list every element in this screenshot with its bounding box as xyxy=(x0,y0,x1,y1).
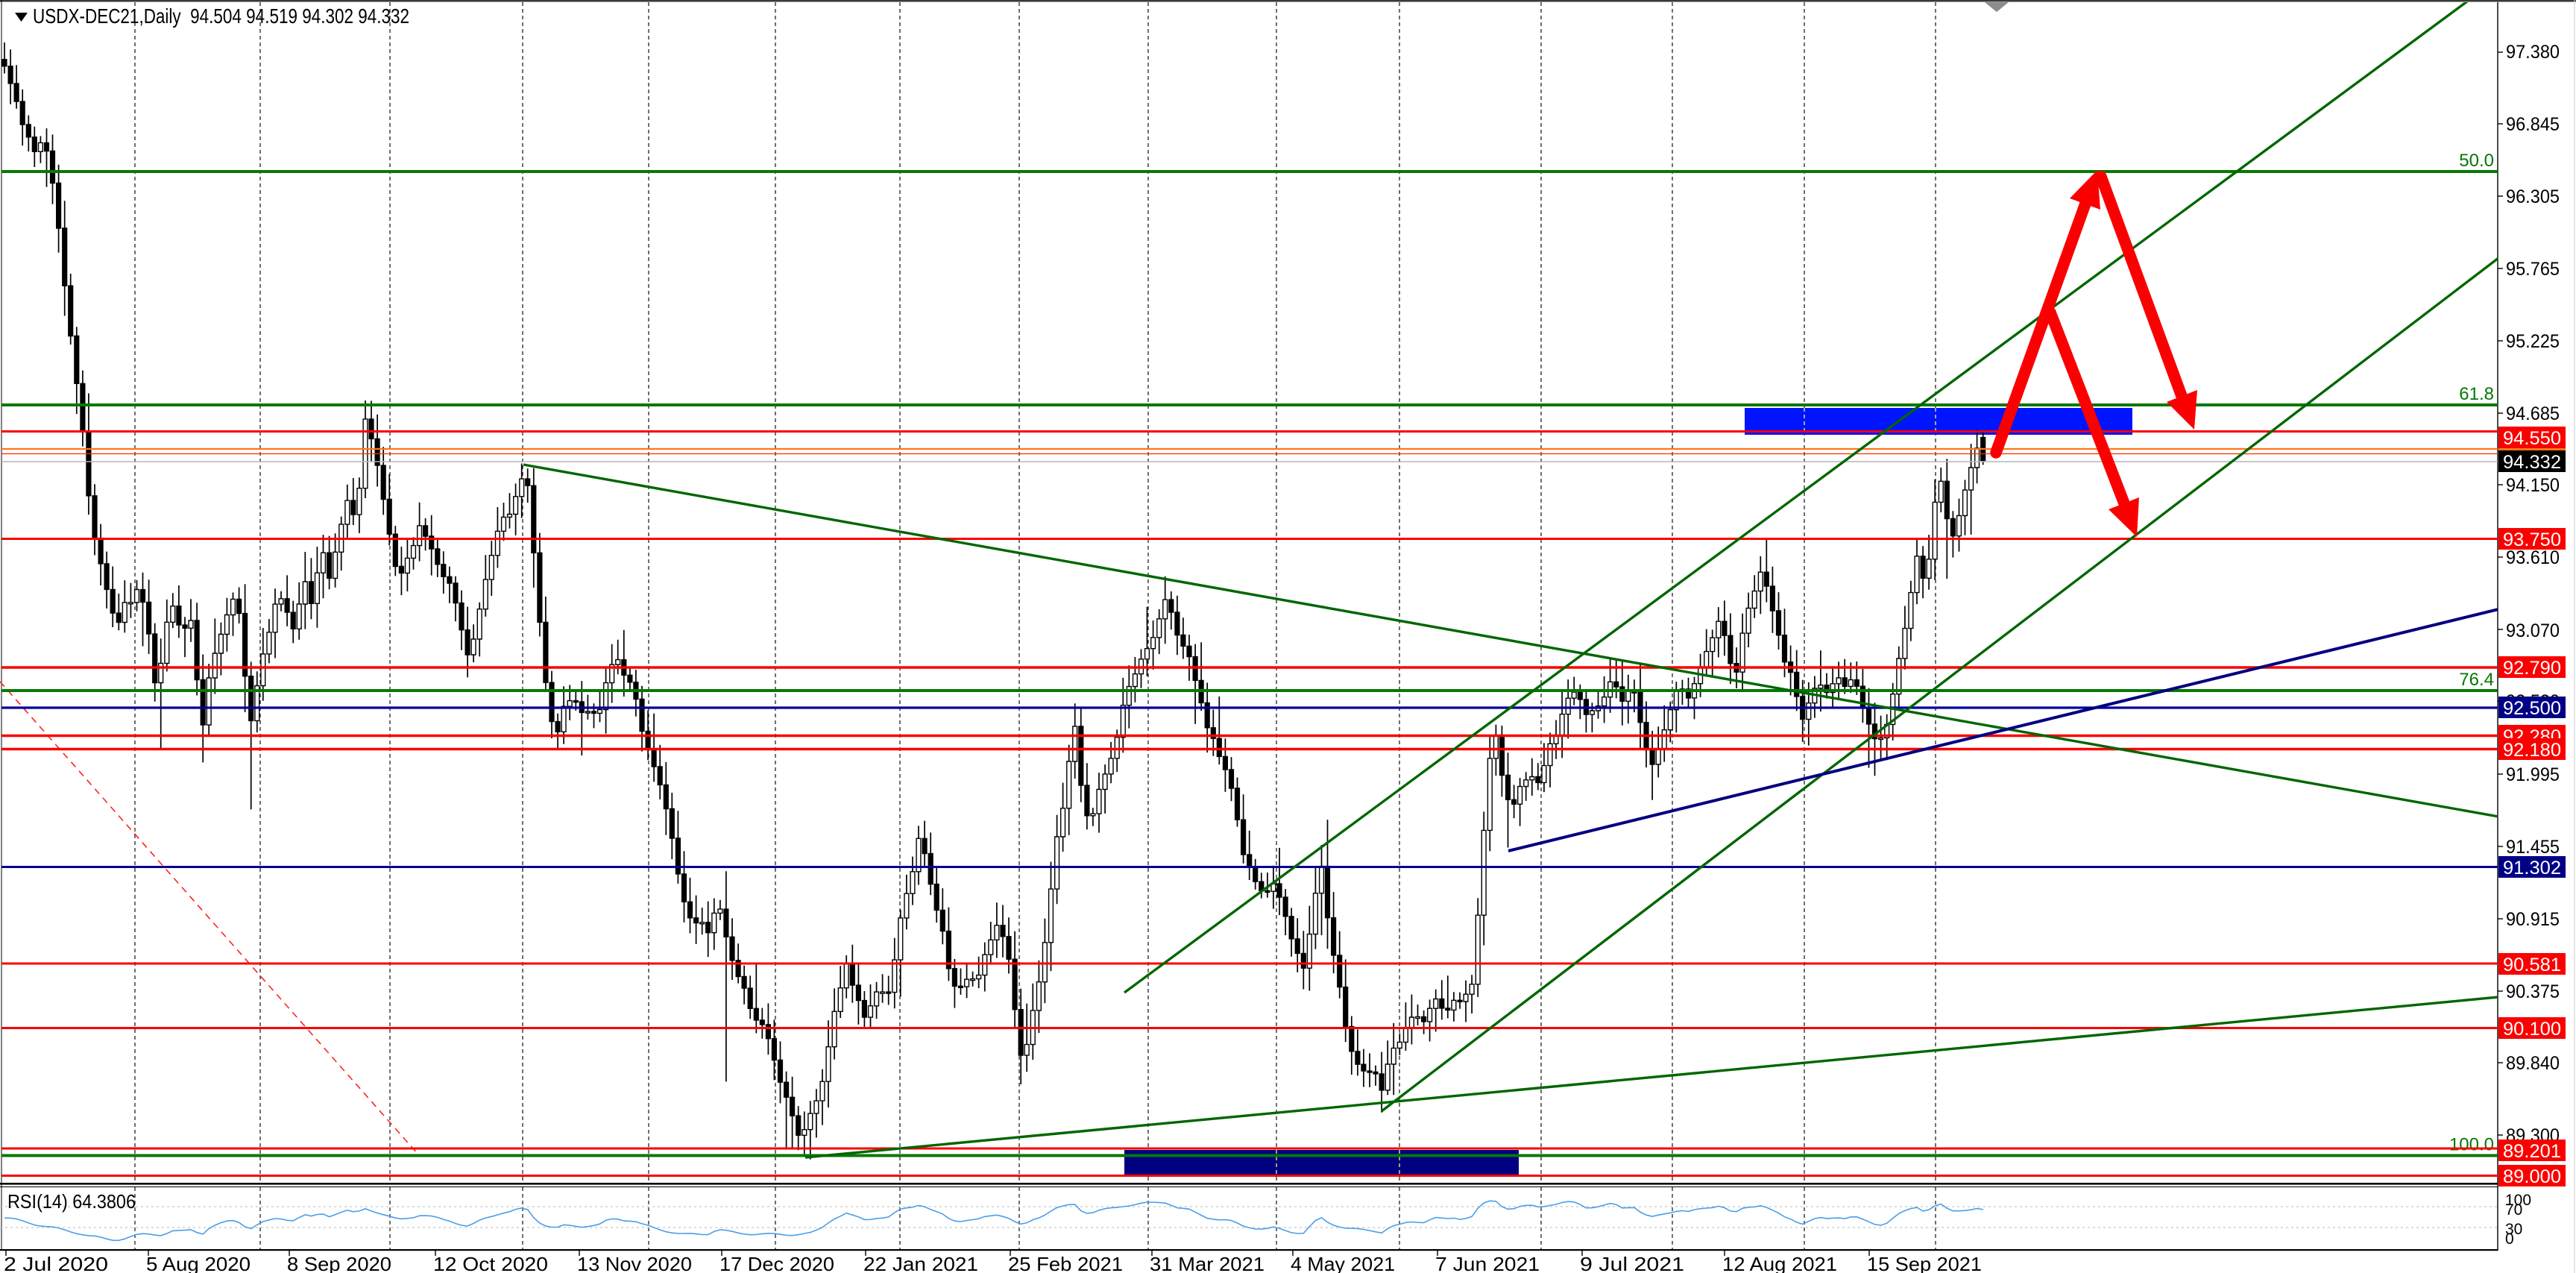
svg-text:12 Aug 2021: 12 Aug 2021 xyxy=(1722,1253,1837,1273)
svg-text:12 Oct 2020: 12 Oct 2020 xyxy=(433,1253,548,1273)
svg-text:61.8: 61.8 xyxy=(2459,384,2494,404)
svg-text:31 Mar 2021: 31 Mar 2021 xyxy=(1150,1253,1265,1273)
svg-text:USDX-DEC21,Daily 94.504 94.51: USDX-DEC21,Daily 94.504 94.519 94.302 94… xyxy=(33,4,409,28)
svg-text:30: 30 xyxy=(2505,1221,2522,1238)
svg-text:89.000: 89.000 xyxy=(2503,1166,2561,1187)
svg-text:2 Jul 2020: 2 Jul 2020 xyxy=(4,1253,108,1273)
svg-text:90.915: 90.915 xyxy=(2506,909,2560,930)
svg-text:70: 70 xyxy=(2505,1201,2522,1219)
svg-text:95.765: 95.765 xyxy=(2506,259,2560,280)
svg-text:89.840: 89.840 xyxy=(2506,1053,2560,1074)
svg-text:90.100: 90.100 xyxy=(2503,1019,2561,1040)
svg-text:8 Sep 2020: 8 Sep 2020 xyxy=(287,1253,391,1273)
svg-text:9 Jul 2021: 9 Jul 2021 xyxy=(1580,1253,1684,1273)
svg-text:97.380: 97.380 xyxy=(2506,42,2560,63)
svg-text:93.750: 93.750 xyxy=(2503,529,2561,550)
svg-text:7 Jun 2021: 7 Jun 2021 xyxy=(1435,1253,1540,1273)
svg-text:15 Sep 2021: 15 Sep 2021 xyxy=(1867,1253,1982,1273)
svg-text:93.610: 93.610 xyxy=(2506,547,2560,568)
svg-text:94.332: 94.332 xyxy=(2503,452,2561,473)
svg-text:89.201: 89.201 xyxy=(2503,1141,2561,1162)
svg-text:91.455: 91.455 xyxy=(2506,837,2560,858)
svg-text:95.225: 95.225 xyxy=(2506,331,2560,352)
svg-text:50.0: 50.0 xyxy=(2459,151,2494,171)
svg-text:96.305: 96.305 xyxy=(2506,186,2560,207)
svg-text:13 Nov 2020: 13 Nov 2020 xyxy=(577,1253,692,1273)
svg-text:90.581: 90.581 xyxy=(2503,955,2561,975)
svg-text:94.685: 94.685 xyxy=(2506,403,2560,424)
svg-text:0: 0 xyxy=(2505,1230,2514,1248)
svg-text:5 Aug 2020: 5 Aug 2020 xyxy=(146,1253,251,1273)
svg-text:22 Jan 2021: 22 Jan 2021 xyxy=(863,1253,978,1273)
svg-text:94.550: 94.550 xyxy=(2503,428,2561,449)
svg-text:92.790: 92.790 xyxy=(2503,658,2561,679)
svg-text:100: 100 xyxy=(2505,1192,2531,1209)
svg-text:92.180: 92.180 xyxy=(2503,740,2561,761)
svg-text:100.0: 100.0 xyxy=(2449,1135,2494,1155)
svg-text:92.500: 92.500 xyxy=(2503,698,2561,719)
svg-text:76.4: 76.4 xyxy=(2459,670,2494,690)
svg-text:94.150: 94.150 xyxy=(2506,475,2560,496)
svg-text:96.845: 96.845 xyxy=(2506,114,2560,135)
svg-text:93.070: 93.070 xyxy=(2506,620,2560,641)
svg-text:91.995: 91.995 xyxy=(2506,764,2560,785)
svg-text:90.375: 90.375 xyxy=(2506,981,2560,1002)
svg-text:91.302: 91.302 xyxy=(2503,858,2561,878)
svg-text:RSI(14) 64.3806: RSI(14) 64.3806 xyxy=(7,1190,136,1213)
svg-text:4 May 2021: 4 May 2021 xyxy=(1291,1253,1395,1273)
svg-text:25 Feb 2021: 25 Feb 2021 xyxy=(1008,1253,1123,1273)
svg-text:17 Dec 2020: 17 Dec 2020 xyxy=(719,1253,834,1273)
